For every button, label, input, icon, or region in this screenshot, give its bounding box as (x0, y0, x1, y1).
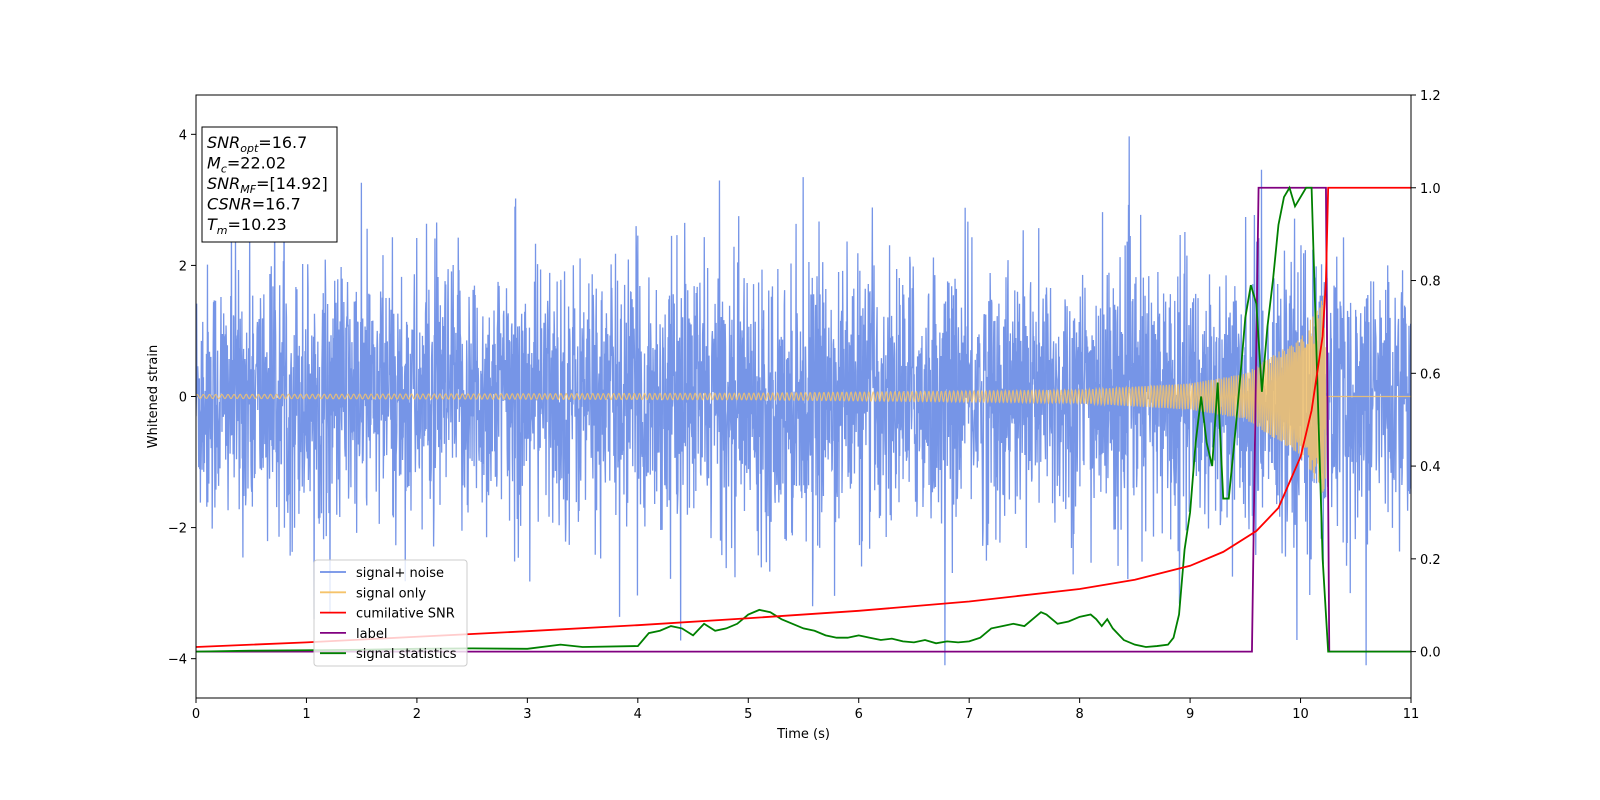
axes: 0 1 2 3 4 5 6 7 8 9 10 11 −4 −2 0 2 4 0.0 0.2 0.4 0.6 0.8 1.0 1… (168, 89, 1441, 722)
y-right-tick-label: 1.2 (1420, 89, 1441, 104)
info-symbol: SNR (207, 174, 240, 193)
y-right-tick-label: 0.6 (1420, 367, 1441, 382)
y-left-tick-label: 0 (179, 391, 187, 406)
info-symbol: T (207, 215, 218, 234)
x-tick-label: 4 (634, 707, 642, 722)
x-tick-label: 10 (1292, 707, 1309, 722)
info-subscript: opt (240, 142, 259, 155)
plot-area (196, 136, 1411, 666)
info-subscript: MF (240, 183, 256, 196)
y-left-tick-label: −4 (168, 653, 187, 668)
x-tick-label: 2 (413, 707, 421, 722)
series-signal-statistics-line (196, 185, 1411, 653)
y-right-tick-label: 1.0 (1420, 182, 1441, 197)
y-left-tick-label: 4 (179, 128, 187, 143)
x-tick-label: 6 (855, 707, 863, 722)
legend-entry: label (356, 627, 387, 642)
info-line: Tm=10.23 (207, 215, 287, 237)
x-axis-label: Time (s) (776, 727, 830, 742)
info-line: SNRopt=16.7 (207, 133, 307, 155)
info-subscript: c (221, 163, 227, 176)
series-cumulative-snr-line (196, 186, 1411, 648)
x-tick-label: 1 (302, 707, 310, 722)
x-tick-label: 3 (523, 707, 531, 722)
legend-entry: signal+ noise (356, 566, 444, 581)
info-box: SNRopt=16.7Mc=22.02SNRMF=[14.92]CSNR=16.… (201, 126, 338, 243)
info-value: =16.7 (258, 133, 307, 152)
series-signal-only-line (196, 295, 1411, 493)
info-box-frame (201, 126, 338, 243)
info-subscript: m (217, 224, 228, 237)
info-symbol: SNR (207, 133, 240, 152)
legend-entry: cumilative SNR (356, 607, 455, 622)
legend-entry: signal statistics (356, 647, 457, 662)
y-left-tick-label: 2 (179, 259, 187, 274)
info-value: =10.23 (228, 215, 287, 234)
info-value: =[14.92] (256, 174, 328, 193)
legend: signal+ noise signal only cumilative SNR la… (313, 559, 468, 667)
x-tick-label: 11 (1403, 707, 1420, 722)
x-tick-label: 0 (192, 707, 200, 722)
info-value: =22.02 (227, 154, 286, 173)
y-right-tick-label: 0.4 (1420, 460, 1441, 475)
info-value: =16.7 (252, 195, 301, 214)
legend-frame (313, 559, 468, 667)
x-tick-label: 5 (744, 707, 752, 722)
y-right-tick-label: 0.2 (1420, 553, 1441, 568)
y-right-tick-label: 0.8 (1420, 275, 1441, 290)
x-tick-label: 7 (965, 707, 973, 722)
series-signal-plus-noise-line (196, 136, 1411, 666)
y-axis-label: Whitened strain (146, 345, 161, 448)
y-right-tick-label: 0.0 (1420, 646, 1441, 661)
plot-series-group (196, 136, 1411, 666)
legend-entry: signal only (356, 586, 426, 601)
info-symbol: M (207, 154, 221, 173)
x-tick-label: 8 (1075, 707, 1083, 722)
x-tick-label: 9 (1186, 707, 1194, 722)
info-line: SNRMF=[14.92] (207, 174, 328, 196)
y-left-tick-label: −2 (168, 522, 187, 537)
info-symbol: CSNR (207, 195, 252, 214)
info-line: CSNR=16.7 (207, 195, 301, 214)
info-line: Mc=22.02 (207, 154, 286, 176)
